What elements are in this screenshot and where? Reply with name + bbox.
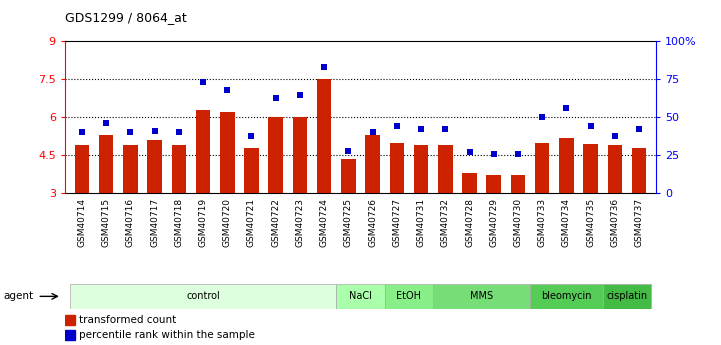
- Point: [536, 115, 548, 120]
- Text: GSM40726: GSM40726: [368, 198, 377, 247]
- Bar: [438, 145, 453, 193]
- Point: [585, 124, 596, 129]
- Point: [391, 124, 402, 129]
- Text: control: control: [186, 292, 220, 301]
- Text: GSM40716: GSM40716: [125, 198, 135, 247]
- Bar: [366, 135, 380, 193]
- Text: GSM40737: GSM40737: [634, 198, 644, 247]
- Text: GSM40727: GSM40727: [392, 198, 402, 247]
- Bar: [341, 159, 355, 193]
- Text: GSM40730: GSM40730: [513, 198, 523, 247]
- Point: [415, 127, 427, 132]
- Text: GDS1299 / 8064_at: GDS1299 / 8064_at: [65, 11, 187, 24]
- Point: [319, 65, 330, 70]
- Bar: [530, 284, 603, 309]
- Text: GSM40723: GSM40723: [296, 198, 304, 247]
- Text: GSM40732: GSM40732: [441, 198, 450, 247]
- Point: [100, 121, 112, 126]
- Bar: [70, 284, 336, 309]
- Bar: [244, 148, 259, 193]
- Text: GSM40725: GSM40725: [344, 198, 353, 247]
- Bar: [583, 144, 598, 193]
- Bar: [336, 284, 385, 309]
- Text: GSM40733: GSM40733: [538, 198, 547, 247]
- Text: GSM40736: GSM40736: [611, 198, 619, 247]
- Text: GSM40729: GSM40729: [490, 198, 498, 247]
- Bar: [147, 140, 162, 193]
- Text: GSM40734: GSM40734: [562, 198, 571, 247]
- Text: GSM40722: GSM40722: [271, 198, 280, 247]
- Point: [76, 130, 88, 135]
- Bar: [535, 142, 549, 193]
- Point: [270, 95, 281, 100]
- Point: [221, 87, 233, 93]
- Bar: [510, 176, 526, 193]
- Point: [125, 130, 136, 135]
- Text: NaCl: NaCl: [349, 292, 372, 301]
- Bar: [220, 112, 234, 193]
- Bar: [65, 330, 75, 340]
- Text: GSM40735: GSM40735: [586, 198, 596, 247]
- Text: GSM40719: GSM40719: [198, 198, 208, 247]
- Point: [294, 92, 306, 97]
- Bar: [559, 138, 574, 193]
- Bar: [317, 79, 332, 193]
- Text: agent: agent: [4, 292, 34, 301]
- Text: GSM40718: GSM40718: [174, 198, 183, 247]
- Text: cisplatin: cisplatin: [606, 292, 647, 301]
- Bar: [487, 176, 501, 193]
- Point: [173, 130, 185, 135]
- Point: [512, 151, 523, 157]
- Text: EtOH: EtOH: [397, 292, 422, 301]
- Point: [198, 80, 209, 85]
- Point: [609, 133, 621, 138]
- Text: bleomycin: bleomycin: [541, 292, 592, 301]
- Text: GSM40715: GSM40715: [102, 198, 110, 247]
- Text: GSM40728: GSM40728: [465, 198, 474, 247]
- Text: GSM40720: GSM40720: [223, 198, 231, 247]
- Point: [633, 127, 645, 132]
- Point: [440, 127, 451, 132]
- Text: GSM40721: GSM40721: [247, 198, 256, 247]
- Bar: [608, 145, 622, 193]
- Point: [342, 148, 354, 154]
- Bar: [268, 117, 283, 193]
- Point: [367, 130, 379, 135]
- Text: GSM40731: GSM40731: [417, 198, 425, 247]
- Bar: [414, 145, 428, 193]
- Point: [561, 106, 572, 111]
- Text: MMS: MMS: [470, 292, 493, 301]
- Point: [464, 149, 475, 155]
- Bar: [172, 145, 186, 193]
- Text: GSM40724: GSM40724: [319, 198, 329, 247]
- Point: [488, 151, 500, 157]
- Bar: [603, 284, 651, 309]
- Bar: [99, 135, 113, 193]
- Bar: [74, 145, 89, 193]
- Point: [149, 128, 160, 134]
- Bar: [385, 284, 433, 309]
- Bar: [293, 117, 307, 193]
- Bar: [433, 284, 530, 309]
- Text: transformed count: transformed count: [79, 315, 176, 325]
- Text: GSM40714: GSM40714: [77, 198, 87, 247]
- Bar: [123, 145, 138, 193]
- Text: percentile rank within the sample: percentile rank within the sample: [79, 330, 255, 340]
- Bar: [195, 110, 211, 193]
- Bar: [632, 148, 647, 193]
- Bar: [462, 173, 477, 193]
- Point: [246, 133, 257, 138]
- Text: GSM40717: GSM40717: [150, 198, 159, 247]
- Bar: [65, 315, 75, 325]
- Bar: [389, 142, 404, 193]
